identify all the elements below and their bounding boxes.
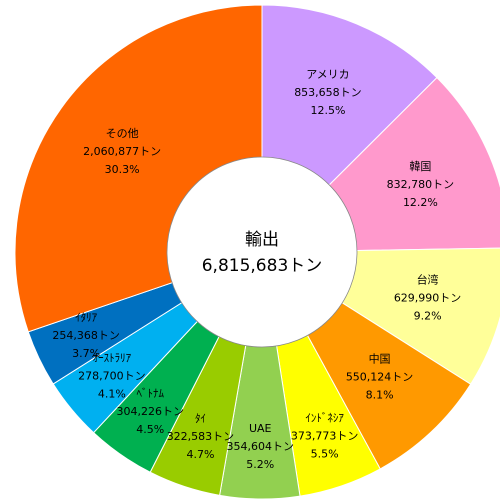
slice-amount: 2,060,877トン: [83, 145, 161, 158]
slice-amount: 322,583トン: [167, 430, 235, 443]
slice-percent: 4.1%: [98, 387, 126, 400]
slice-amount: 304,226トン: [117, 405, 185, 418]
slice-percent: 9.2%: [414, 310, 442, 323]
slice-name: ｲﾝﾄﾞﾈｼｱ: [305, 412, 344, 425]
slice-amount: 550,124トン: [346, 371, 414, 384]
slice-percent: 8.1%: [366, 389, 394, 402]
slice-name: ﾍﾞﾄﾅﾑ: [137, 387, 165, 400]
slice-name: ｲﾀﾘｱ: [75, 311, 97, 324]
slice-percent: 5.5%: [311, 448, 339, 461]
slice-amount: 853,658トン: [294, 86, 362, 99]
donut-hole: [166, 156, 358, 348]
slice-name: 台湾: [417, 273, 439, 287]
slice-amount: 278,700トン: [78, 369, 146, 382]
slice-name: その他: [106, 127, 139, 140]
slice-amount: 629,990トン: [394, 292, 462, 305]
slice-percent: 30.3%: [105, 163, 140, 176]
slice-amount: 354,604トン: [226, 440, 294, 453]
slice-name: アメリカ: [306, 68, 349, 81]
slice-percent: 3.7%: [72, 347, 100, 360]
slice-amount: 373,773トン: [291, 430, 359, 443]
center-total: 6,815,683トン: [202, 256, 323, 276]
slice-percent: 12.5%: [310, 104, 345, 117]
slice-name: 中国: [369, 353, 391, 366]
labels: アメリカ 853,658トン 12.5% 韓国 832,780トン 12.2% 台湾 629,…: [52, 68, 461, 471]
slice-name: 韓国: [409, 160, 431, 173]
slice-name: UAE: [249, 422, 272, 435]
slice-name: ｵｰｽﾄﾗﾘｱ: [93, 351, 132, 364]
slice-percent: 5.2%: [246, 458, 274, 471]
center-title: 輸出: [245, 230, 279, 250]
slice-percent: 12.2%: [403, 196, 438, 209]
slice-percent: 4.5%: [136, 423, 164, 436]
slice-amount: 832,780トン: [387, 178, 455, 191]
slice-name: ﾀｲ: [195, 412, 206, 425]
slice-percent: 4.7%: [186, 448, 214, 461]
slice-amount: 254,368トン: [52, 329, 120, 342]
